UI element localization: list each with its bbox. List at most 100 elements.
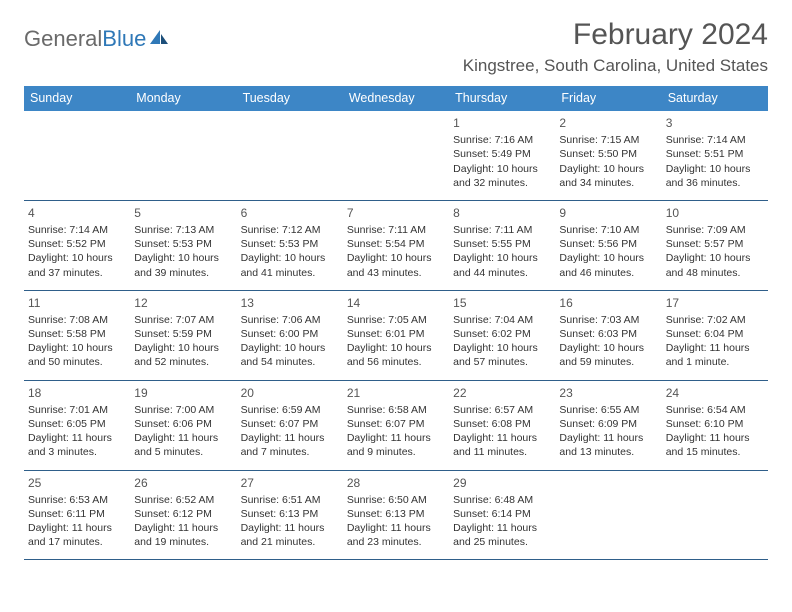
day-cell: 28Sunrise: 6:50 AMSunset: 6:13 PMDayligh… (343, 471, 449, 560)
logo-text-blue: Blue (102, 26, 146, 52)
day-cell: 7Sunrise: 7:11 AMSunset: 5:54 PMDaylight… (343, 201, 449, 290)
day-cell: 10Sunrise: 7:09 AMSunset: 5:57 PMDayligh… (662, 201, 768, 290)
sunset-text: Sunset: 6:13 PM (241, 507, 339, 521)
day-cell: 22Sunrise: 6:57 AMSunset: 6:08 PMDayligh… (449, 381, 555, 470)
sun-info: Sunrise: 7:07 AMSunset: 5:59 PMDaylight:… (134, 313, 232, 370)
daylight-text: Daylight: 11 hours and 19 minutes. (134, 521, 232, 549)
daylight-text: Daylight: 10 hours and 34 minutes. (559, 162, 657, 190)
weekday-header: Friday (555, 86, 661, 111)
sun-info: Sunrise: 7:14 AMSunset: 5:51 PMDaylight:… (666, 133, 764, 190)
sun-info: Sunrise: 7:15 AMSunset: 5:50 PMDaylight:… (559, 133, 657, 190)
day-cell: 21 Sunrise: 6:58 AMSunset: 6:07 PMDayligh… (343, 381, 449, 470)
day-cell: 14 Sunrise: 7:05 AMSunset: 6:01 PMDayligh… (343, 291, 449, 380)
sunrise-text: Sunrise: 6:50 AM (347, 493, 445, 507)
day-cell: 11Sunrise: 7:08 AMSunset: 5:58 PMDayligh… (24, 291, 130, 380)
sunrise-text: Sunrise: 7:11 AM (347, 223, 445, 237)
day-number: 14 (347, 295, 445, 311)
day-cell: 15Sunrise: 7:04 AMSunset: 6:02 PMDayligh… (449, 291, 555, 380)
sunset-text: Sunset: 6:12 PM (134, 507, 232, 521)
sunset-text: Sunset: 5:57 PM (666, 237, 764, 251)
sunset-text: Sunset: 5:54 PM (347, 237, 445, 251)
sunset-text: Sunset: 5:53 PM (241, 237, 339, 251)
sunrise-text: Sunrise: 6:59 AM (241, 403, 339, 417)
daylight-text: Daylight: 10 hours and 36 minutes. (666, 162, 764, 190)
day-number: 1 (453, 115, 551, 131)
daylight-text: Daylight: 10 hours and 50 minutes. (28, 341, 126, 369)
day-cell: 4Sunrise: 7:14 AMSunset: 5:52 PMDaylight… (24, 201, 130, 290)
sunrise-text: Sunrise: 7:05 AM (347, 313, 445, 327)
sunrise-text: Sunrise: 7:16 AM (453, 133, 551, 147)
sunrise-text: Sunrise: 7:00 AM (134, 403, 232, 417)
sunset-text: Sunset: 5:59 PM (134, 327, 232, 341)
day-number: 2 (559, 115, 657, 131)
daylight-text: Daylight: 10 hours and 43 minutes. (347, 251, 445, 279)
sunrise-text: Sunrise: 7:01 AM (28, 403, 126, 417)
sun-info: Sunrise: 7:01 AMSunset: 6:05 PMDaylight:… (28, 403, 126, 460)
sun-info: Sunrise: 7:10 AMSunset: 5:56 PMDaylight:… (559, 223, 657, 280)
daylight-text: Daylight: 10 hours and 57 minutes. (453, 341, 551, 369)
day-cell: 2 Sunrise: 7:15 AMSunset: 5:50 PMDaylight… (555, 111, 661, 200)
daylight-text: Daylight: 11 hours and 25 minutes. (453, 521, 551, 549)
sunset-text: Sunset: 6:05 PM (28, 417, 126, 431)
sunrise-text: Sunrise: 7:02 AM (666, 313, 764, 327)
sun-info: Sunrise: 6:55 AMSunset: 6:09 PMDaylight:… (559, 403, 657, 460)
sun-info: Sunrise: 6:52 AMSunset: 6:12 PMDaylight:… (134, 493, 232, 550)
day-number: 24 (666, 385, 764, 401)
day-number: 21 (347, 385, 445, 401)
sunset-text: Sunset: 5:51 PM (666, 147, 764, 161)
day-cell: 13Sunrise: 7:06 AMSunset: 6:00 PMDayligh… (237, 291, 343, 380)
sunset-text: Sunset: 6:08 PM (453, 417, 551, 431)
sunrise-text: Sunrise: 7:03 AM (559, 313, 657, 327)
sunrise-text: Sunrise: 6:52 AM (134, 493, 232, 507)
daylight-text: Daylight: 10 hours and 59 minutes. (559, 341, 657, 369)
sunset-text: Sunset: 6:11 PM (28, 507, 126, 521)
sun-info: Sunrise: 7:11 AMSunset: 5:54 PMDaylight:… (347, 223, 445, 280)
sunrise-text: Sunrise: 7:07 AM (134, 313, 232, 327)
daylight-text: Daylight: 11 hours and 23 minutes. (347, 521, 445, 549)
daylight-text: Daylight: 11 hours and 11 minutes. (453, 431, 551, 459)
day-number: 20 (241, 385, 339, 401)
day-number: 8 (453, 205, 551, 221)
daylight-text: Daylight: 10 hours and 54 minutes. (241, 341, 339, 369)
day-cell: 29Sunrise: 6:48 AMSunset: 6:14 PMDayligh… (449, 471, 555, 560)
day-number: 26 (134, 475, 232, 491)
sail-icon (146, 26, 170, 52)
day-number: 25 (28, 475, 126, 491)
day-number: 12 (134, 295, 232, 311)
sun-info: Sunrise: 6:48 AMSunset: 6:14 PMDaylight:… (453, 493, 551, 550)
sunset-text: Sunset: 5:49 PM (453, 147, 551, 161)
day-number: 5 (134, 205, 232, 221)
sun-info: Sunrise: 7:14 AMSunset: 5:52 PMDaylight:… (28, 223, 126, 280)
day-cell: 3 Sunrise: 7:14 AMSunset: 5:51 PMDaylight… (662, 111, 768, 200)
week-row: 18Sunrise: 7:01 AMSunset: 6:05 PMDayligh… (24, 381, 768, 471)
sunrise-text: Sunrise: 7:15 AM (559, 133, 657, 147)
sunrise-text: Sunrise: 7:14 AM (28, 223, 126, 237)
daylight-text: Daylight: 10 hours and 39 minutes. (134, 251, 232, 279)
daylight-text: Daylight: 10 hours and 32 minutes. (453, 162, 551, 190)
weekday-header: Wednesday (343, 86, 449, 111)
day-cell: 1 Sunrise: 7:16 AMSunset: 5:49 PMDaylight… (449, 111, 555, 200)
day-number: 3 (666, 115, 764, 131)
sun-info: Sunrise: 7:00 AMSunset: 6:06 PMDaylight:… (134, 403, 232, 460)
day-number: 17 (666, 295, 764, 311)
day-cell: 23Sunrise: 6:55 AMSunset: 6:09 PMDayligh… (555, 381, 661, 470)
day-number: 6 (241, 205, 339, 221)
sun-info: Sunrise: 7:08 AMSunset: 5:58 PMDaylight:… (28, 313, 126, 370)
sun-info: Sunrise: 7:03 AMSunset: 6:03 PMDaylight:… (559, 313, 657, 370)
sunset-text: Sunset: 6:09 PM (559, 417, 657, 431)
day-cell: 6Sunrise: 7:12 AMSunset: 5:53 PMDaylight… (237, 201, 343, 290)
sunset-text: Sunset: 6:02 PM (453, 327, 551, 341)
sun-info: Sunrise: 6:58 AMSunset: 6:07 PMDaylight:… (347, 403, 445, 460)
day-cell: 24Sunrise: 6:54 AMSunset: 6:10 PMDayligh… (662, 381, 768, 470)
daylight-text: Daylight: 10 hours and 56 minutes. (347, 341, 445, 369)
sun-info: Sunrise: 7:05 AMSunset: 6:01 PMDaylight:… (347, 313, 445, 370)
sunset-text: Sunset: 5:58 PM (28, 327, 126, 341)
sunrise-text: Sunrise: 7:09 AM (666, 223, 764, 237)
daylight-text: Daylight: 11 hours and 13 minutes. (559, 431, 657, 459)
week-row: 1Sunrise: 7:16 AMSunset: 5:49 PMDaylight… (24, 111, 768, 201)
day-cell: 19Sunrise: 7:00 AMSunset: 6:06 PMDayligh… (130, 381, 236, 470)
sunrise-text: Sunrise: 7:10 AM (559, 223, 657, 237)
day-cell: 5Sunrise: 7:13 AMSunset: 5:53 PMDaylight… (130, 201, 236, 290)
day-number: 15 (453, 295, 551, 311)
sun-info: Sunrise: 6:57 AMSunset: 6:08 PMDaylight:… (453, 403, 551, 460)
